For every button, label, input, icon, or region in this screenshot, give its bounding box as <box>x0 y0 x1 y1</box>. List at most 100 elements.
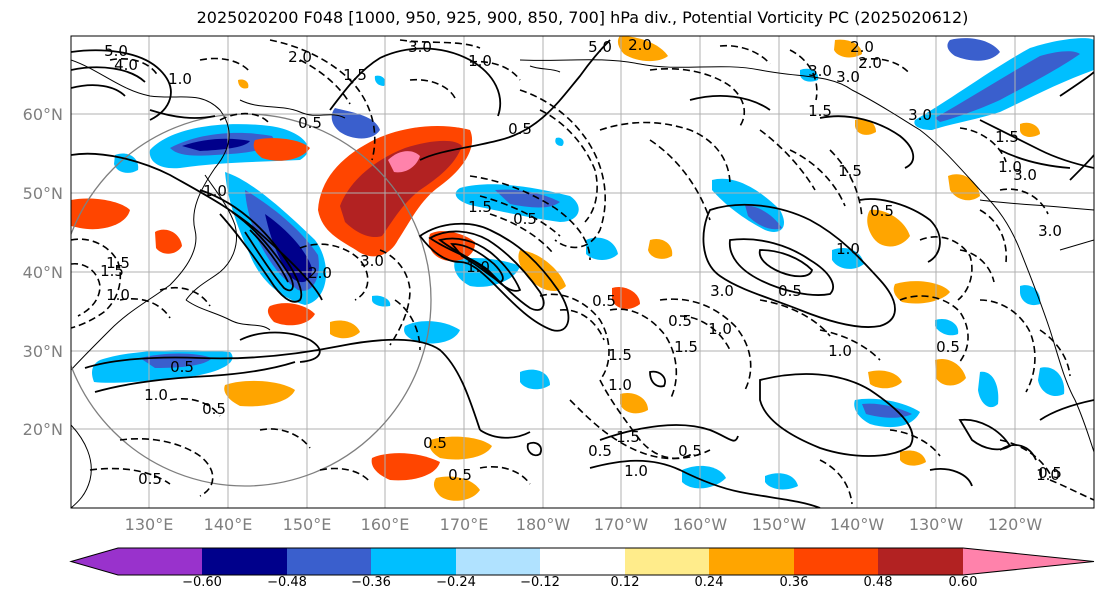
contour-label: 0.5 <box>508 120 532 138</box>
lon-label: 180°W <box>516 515 571 534</box>
contour-label: 1.0 <box>828 342 852 360</box>
contour-label: 1.5 <box>616 428 640 446</box>
colorbar-segment <box>202 548 287 575</box>
contour-label: 5.0 <box>104 42 128 60</box>
contour-label: 3.0 <box>908 106 932 124</box>
contour-label: 1.0 <box>468 52 492 70</box>
contour-label: 3.0 <box>408 38 432 56</box>
contour-label: 0.5 <box>298 114 322 132</box>
lon-label: 170°W <box>594 515 649 534</box>
colorbar-extend-low <box>71 548 118 575</box>
contour-label: 0.5 <box>448 466 472 484</box>
contour-label: 1.0 <box>998 158 1022 176</box>
colorbar-segment <box>118 548 202 575</box>
contour-label: 2.0 <box>850 38 874 56</box>
contour-label: 0.5 <box>592 292 616 310</box>
colorbar-tick-label: 0.48 <box>864 575 893 590</box>
map-title: 2025020200 F048 [1000, 950, 925, 900, 85… <box>196 8 969 27</box>
colorbar-tick-label: 0.24 <box>695 575 724 590</box>
contour-label: 2.0 <box>288 48 312 66</box>
contour-label: 1.0 <box>624 462 648 480</box>
lon-label: 160°E <box>361 515 410 534</box>
contour-label: 2.0 <box>858 54 882 72</box>
contour-label: 3.0 <box>836 68 860 86</box>
contour-label: 0.5 <box>588 442 612 460</box>
latitude-labels: 60°N 50°N 40°N 30°N 20°N <box>23 105 63 439</box>
lat-label: 40°N <box>23 263 63 282</box>
contour-label: 3.0 <box>1013 166 1037 184</box>
contour-label: 0.5 <box>936 338 960 356</box>
lon-label: 130°E <box>125 515 174 534</box>
contour-label: 5.0 <box>588 38 612 56</box>
contour-label: 0.5 <box>668 312 692 330</box>
contour-label: 1.5 <box>674 338 698 356</box>
contour-label: 1.5 <box>343 66 367 84</box>
colorbar-segment <box>540 548 625 575</box>
colorbar-tick-label: 0.60 <box>949 575 978 590</box>
contour-label: 1.5 <box>468 198 492 216</box>
contour-label: 0.5 <box>423 434 447 452</box>
contour-label: 1.5 <box>106 254 130 272</box>
contour-label: 1.5 <box>808 102 832 120</box>
colorbar-tick-label: −0.24 <box>436 575 476 590</box>
pv-positive-shading <box>71 36 1040 501</box>
contours-negative <box>71 39 1094 505</box>
lon-label: 140°E <box>204 515 253 534</box>
contour-label: 0.5 <box>870 202 894 220</box>
colorbar-tick-label: −0.12 <box>520 575 560 590</box>
contour-label: 4.0 <box>114 56 138 74</box>
contour-label: 1.0 <box>608 376 632 394</box>
colorbar <box>69 547 1095 576</box>
longitude-labels: 130°E 140°E 150°E 160°E 170°E 180°W 170°… <box>125 515 1043 534</box>
contour-label: 1.0 <box>106 286 130 304</box>
contour-label: 1.5 <box>608 346 632 364</box>
contour-label: 3.0 <box>1038 222 1062 240</box>
lon-label: 120°W <box>988 515 1043 534</box>
colorbar-segment <box>709 548 794 575</box>
contour-label: 1.0 <box>466 258 490 276</box>
colorbar-segment <box>371 548 456 575</box>
lon-label: 130°W <box>909 515 964 534</box>
contour-label: 1.5 <box>838 162 862 180</box>
contour-label: 0.5 <box>170 358 194 376</box>
contour-labels: 5.04.03.02.01.51.00.51.02.03.05.03.02.01… <box>100 36 1062 488</box>
colorbar-tick-label: −0.48 <box>267 575 307 590</box>
colorbar-tick-label: −0.60 <box>182 575 222 590</box>
plot-frame <box>70 35 1095 509</box>
lat-label: 20°N <box>23 420 63 439</box>
contour-label: 1.0 <box>1036 466 1060 484</box>
contour-label: 1.5 <box>995 128 1019 146</box>
lon-label: 140°W <box>830 515 885 534</box>
contour-label: 3.0 <box>808 62 832 80</box>
contour-label: 3.0 <box>710 282 734 300</box>
lon-label: 150°E <box>283 515 332 534</box>
lat-label: 60°N <box>23 105 63 124</box>
lon-label: 150°W <box>752 515 807 534</box>
graticule <box>71 36 1094 508</box>
lat-label: 50°N <box>23 184 63 203</box>
colorbar-extend-high <box>963 548 1094 575</box>
colorbar-segment <box>456 548 540 575</box>
contour-label: 1.0 <box>203 182 227 200</box>
colorbar-outline <box>69 547 1095 576</box>
contour-label: 0.5 <box>1038 464 1062 482</box>
contour-label: 1.0 <box>144 386 168 404</box>
contour-label: 2.0 <box>308 264 332 282</box>
contour-label: 1.5 <box>100 262 124 280</box>
lon-label: 170°E <box>440 515 489 534</box>
colorbar-tick-label: −0.36 <box>351 575 391 590</box>
contour-label: 1.0 <box>836 240 860 258</box>
colorbar-tick-label: 0.36 <box>780 575 809 590</box>
contour-label: 2.0 <box>628 36 652 54</box>
colorbar-segment <box>287 548 371 575</box>
contour-label: 3.0 <box>360 252 384 270</box>
colorbar-segment <box>625 548 709 575</box>
lon-label: 160°W <box>673 515 728 534</box>
contour-label: 1.0 <box>708 320 732 338</box>
contours-positive <box>71 39 1094 508</box>
colorbar-tick-labels: −0.60 −0.48 −0.36 −0.24 −0.12 0.12 0.24 … <box>182 575 977 590</box>
colorbar-segment <box>794 548 878 575</box>
contour-label: 0.5 <box>778 282 802 300</box>
contour-label: 0.5 <box>678 442 702 460</box>
